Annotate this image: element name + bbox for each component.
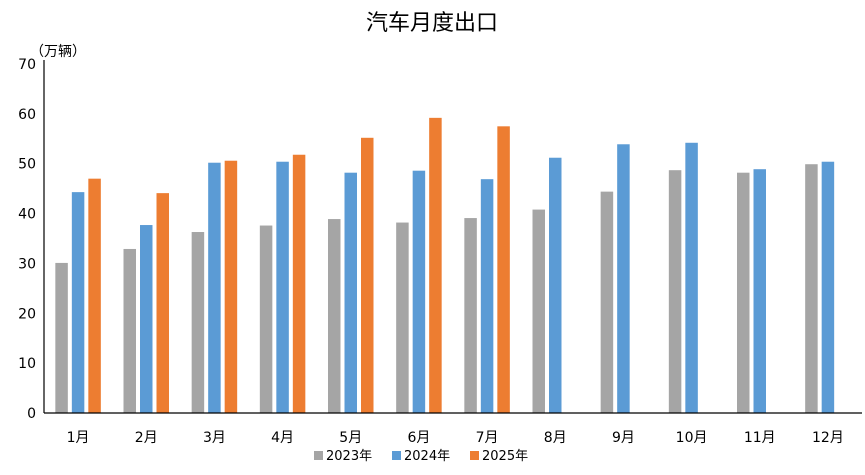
- bar: [156, 193, 169, 413]
- bars-group: [55, 117, 835, 414]
- y-tick-label: 50: [18, 157, 36, 173]
- legend-label: 2024年: [404, 449, 450, 464]
- bar: [821, 161, 835, 413]
- y-tick-label: 40: [18, 207, 36, 223]
- bar: [140, 225, 153, 413]
- y-tick-label: 30: [18, 256, 36, 272]
- bar: [259, 225, 273, 413]
- bar: [328, 219, 341, 413]
- y-tick-label: 70: [18, 57, 36, 73]
- bar: [549, 157, 562, 413]
- bar: [88, 178, 101, 413]
- legend-item: 2023年: [314, 449, 372, 464]
- x-tick-label: 7月: [476, 430, 499, 446]
- bar: [396, 222, 409, 413]
- y-tick-label: 60: [18, 107, 36, 123]
- bar: [464, 218, 477, 413]
- bar: [276, 161, 289, 413]
- bar: [737, 172, 750, 413]
- x-tick-label: 8月: [544, 430, 567, 446]
- bar: [71, 192, 85, 413]
- legend: 2023年 2024年 2025年: [314, 449, 528, 464]
- x-tick-label: 5月: [339, 430, 362, 446]
- bar: [429, 117, 442, 414]
- x-tick-label: 1月: [67, 430, 90, 446]
- bar: [224, 160, 238, 413]
- bar: [208, 162, 221, 413]
- y-tick-label: 0: [27, 406, 36, 422]
- x-tick-label: 10月: [676, 430, 708, 446]
- bar: [497, 126, 510, 414]
- x-tick-label: 6月: [407, 430, 430, 446]
- bar: [123, 248, 136, 413]
- y-axis-unit-label: （万辆）: [30, 44, 86, 60]
- x-tick-label: 12月: [812, 430, 844, 446]
- bar: [292, 154, 306, 414]
- bar: [805, 164, 818, 413]
- x-tick-label: 3月: [203, 430, 226, 446]
- legend-swatch: [470, 451, 479, 460]
- bar: [532, 209, 545, 413]
- legend-label: 2023年: [326, 449, 372, 464]
- bar: [361, 137, 374, 413]
- x-tick-label: 2月: [135, 430, 158, 446]
- bar: [617, 144, 630, 413]
- x-tick-label: 11月: [744, 430, 776, 446]
- bar: [480, 179, 494, 413]
- bar: [668, 170, 682, 413]
- legend-item: 2025年: [470, 449, 528, 464]
- legend-swatch: [314, 451, 323, 460]
- chart-title: 汽车月度出口: [366, 11, 498, 36]
- x-tick-label: 4月: [271, 430, 294, 446]
- bar: [412, 170, 426, 413]
- bar: [191, 232, 205, 413]
- legend-swatch: [392, 451, 401, 460]
- y-tick-label: 10: [18, 356, 36, 372]
- bar: [753, 169, 766, 413]
- legend-item: 2024年: [392, 449, 450, 464]
- legend-label: 2025年: [482, 449, 528, 464]
- bar: [600, 191, 614, 413]
- y-axis-ticks: 0 10 20 30 40 50 60 70: [18, 57, 36, 422]
- x-tick-label: 9月: [612, 430, 635, 446]
- axes: [43, 60, 862, 414]
- bar: [55, 262, 68, 413]
- bar: [344, 172, 357, 413]
- bar: [685, 142, 698, 413]
- x-axis-ticks: 1月 2月 3月 4月 5月 6月 7月 8月 9月 10月 11月 12月: [67, 430, 844, 446]
- y-tick-label: 20: [18, 306, 36, 322]
